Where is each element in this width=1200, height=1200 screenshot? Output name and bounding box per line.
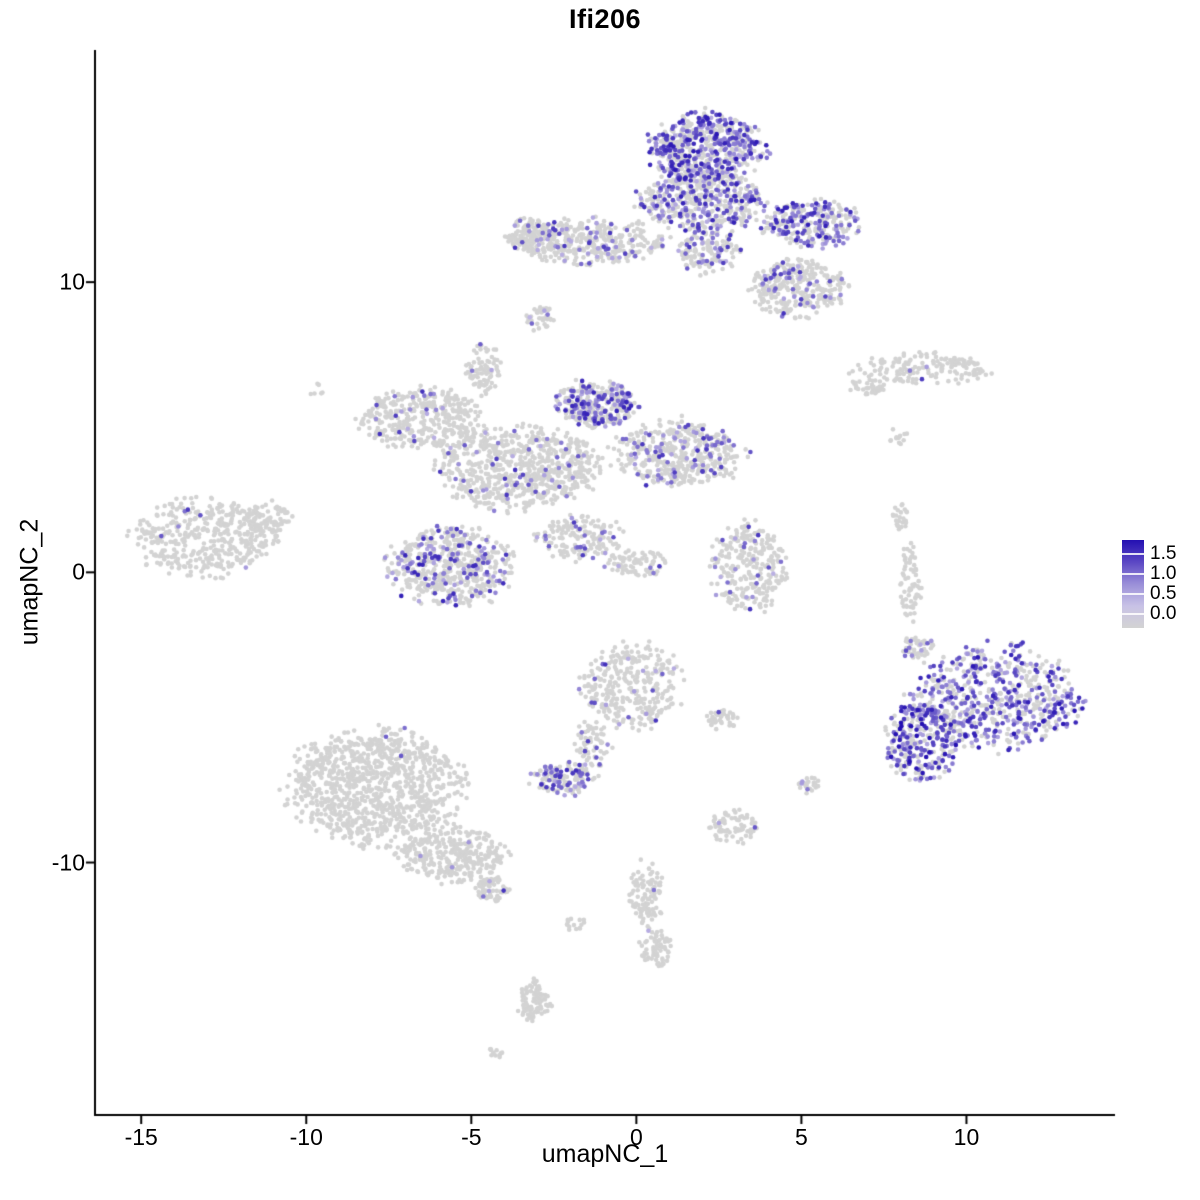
plot-title: Ifi206 xyxy=(568,4,642,34)
x-axis-tick-label: 10 xyxy=(953,1124,980,1150)
y-axis-tick-label: 10 xyxy=(59,268,85,295)
y-axis-tick-label: -10 xyxy=(51,849,85,876)
legend-tick-label: 0.5 xyxy=(1150,583,1177,604)
legend-tick-label: 1.5 xyxy=(1150,543,1177,564)
colorbar-gradient xyxy=(1122,540,1144,628)
legend-tick-label: 1.0 xyxy=(1150,563,1177,584)
x-axis-tick-label: -10 xyxy=(289,1124,323,1150)
colorbar-tick-mark xyxy=(1122,593,1144,595)
y-axis-tick-label: 0 xyxy=(72,558,85,585)
x-axis-tick-label: -15 xyxy=(124,1124,158,1150)
expression-colorbar-legend: 1.5 1.0 0.5 0.0 xyxy=(1122,540,1200,635)
x-axis-label: umapNC_1 xyxy=(541,1140,669,1168)
colorbar-tick-mark xyxy=(1122,553,1144,555)
colorbar-tick-mark xyxy=(1122,613,1144,615)
x-axis-tick-label: -5 xyxy=(461,1124,482,1150)
legend-tick-label: 0.0 xyxy=(1150,603,1177,624)
x-axis-tick-label: 0 xyxy=(629,1124,643,1150)
x-axis-tick-label: 5 xyxy=(795,1124,808,1150)
colorbar-tick-mark xyxy=(1122,573,1144,575)
